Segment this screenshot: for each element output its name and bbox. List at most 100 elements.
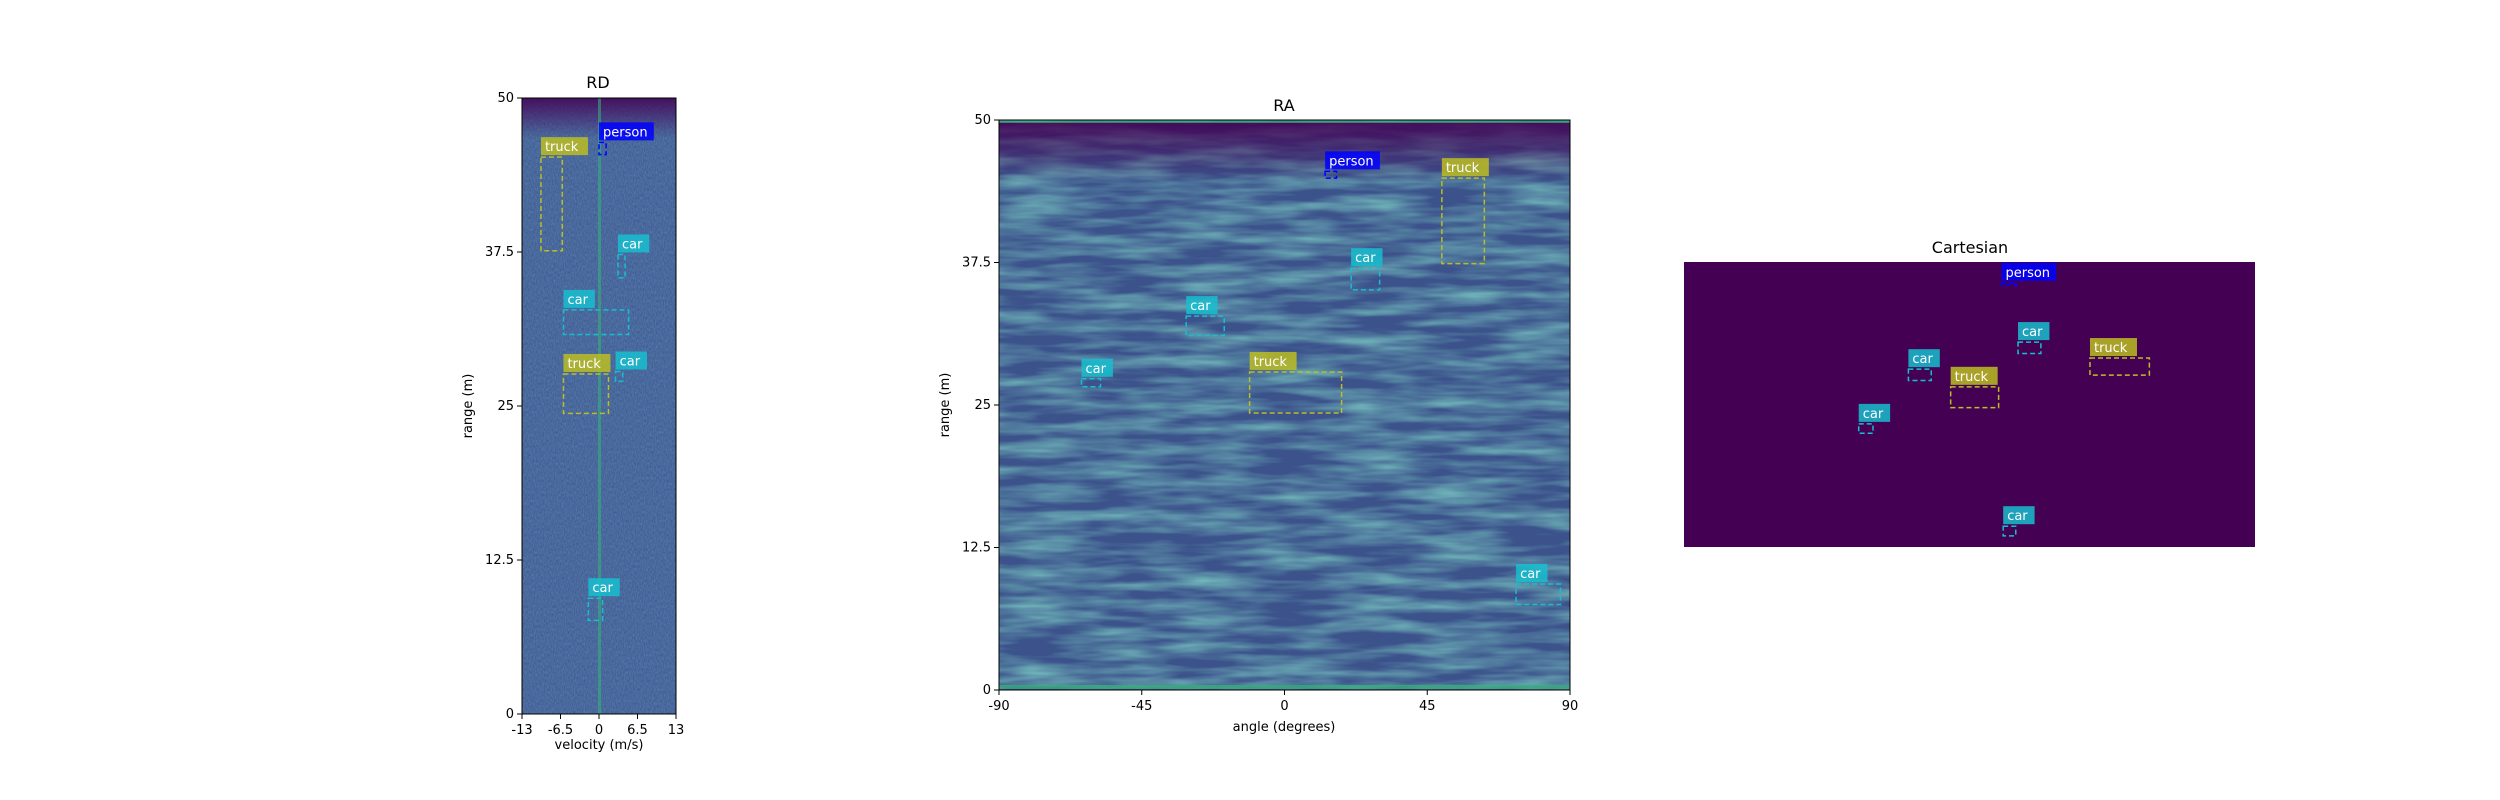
- rd-zero-velocity-line: [598, 98, 601, 714]
- car-bounding-box: [1857, 423, 1874, 435]
- cartesian-title: Cartesian: [1932, 238, 2008, 257]
- truck-label-background: [2089, 338, 2137, 357]
- ra-panel: RA -90 -45 0 45 90 0 12.5 25 37.5 50 angle (degr…: [938, 96, 1578, 735]
- car-label: car: [1520, 567, 1541, 582]
- car-label-background: [1186, 296, 1218, 315]
- y-tick-label: 37.5: [962, 256, 991, 271]
- car-label-background: [1081, 358, 1113, 377]
- truck-bounding-box: [540, 156, 564, 252]
- ra-title: RA: [1273, 96, 1294, 115]
- car-label-background: [2003, 506, 2035, 525]
- car-label-background: [2018, 322, 2050, 341]
- y-tick-label: 25: [497, 399, 514, 414]
- rd-y-ticks: 0 12.5 25 37.5 50: [485, 91, 522, 722]
- car-label: car: [1912, 352, 1933, 367]
- x-tick-label: 90: [1562, 699, 1579, 714]
- ra-y-ticks: 0 12.5 25 37.5 50: [962, 113, 999, 698]
- car-label-background: [1351, 248, 1383, 267]
- car-label: car: [1355, 251, 1376, 266]
- car-bounding-box: [2017, 341, 2042, 355]
- cartesian-panel: Cartesian person car truck car truck car car: [1684, 238, 2255, 547]
- ra-y-label: range (m): [938, 373, 953, 438]
- y-tick-label: 50: [497, 91, 514, 106]
- truck-label: truck: [1446, 161, 1480, 176]
- truck-bounding-box: [1949, 386, 2000, 409]
- car-label-background: [617, 234, 650, 253]
- ra-x-label: angle (degrees): [1233, 720, 1336, 735]
- car-bounding-box: [562, 309, 630, 336]
- car-label: car: [2022, 325, 2043, 340]
- truck-label: truck: [545, 140, 579, 155]
- ra-heatmap-top-edge: [999, 120, 1570, 123]
- x-tick-label: -90: [988, 699, 1009, 714]
- y-tick-label: 12.5: [962, 541, 991, 556]
- ra-heatmap-bottom-edge: [999, 685, 1570, 689]
- truck-label-background: [563, 353, 611, 372]
- y-tick-label: 37.5: [485, 245, 514, 260]
- x-tick-label: -13: [511, 723, 532, 738]
- x-tick-label: -6.5: [548, 723, 573, 738]
- person-label-background: [1325, 151, 1380, 170]
- truck-bounding-box: [562, 373, 610, 415]
- y-tick-label: 12.5: [485, 553, 514, 568]
- truck-label-background: [540, 137, 588, 156]
- person-label-background: [599, 122, 654, 141]
- car-label-background: [563, 289, 595, 308]
- person-bounding-box: [2000, 282, 2018, 286]
- x-tick-label: 13: [668, 723, 685, 738]
- cartesian-heatmap: [1684, 262, 2255, 547]
- ra-detections: person truck car car car truck car: [1080, 151, 1562, 606]
- car-label: car: [1863, 407, 1884, 422]
- person-bounding-box: [598, 141, 607, 156]
- person-bounding-box: [1324, 170, 1338, 179]
- car-label: car: [1085, 362, 1106, 377]
- y-tick-label: 25: [974, 398, 991, 413]
- truck-bounding-box: [1248, 371, 1343, 414]
- x-tick-label: 0: [1280, 699, 1288, 714]
- car-label: car: [567, 293, 588, 308]
- person-label: person: [2005, 266, 2050, 281]
- car-bounding-box: [2002, 525, 2017, 537]
- y-tick-label: 0: [506, 707, 514, 722]
- truck-label: truck: [1955, 370, 1989, 385]
- car-label-background: [1908, 349, 1940, 368]
- ra-x-ticks: -90 -45 0 45 90: [988, 690, 1578, 714]
- car-bounding-box: [1907, 368, 1932, 382]
- y-tick-label: 50: [974, 113, 991, 128]
- rd-x-label: velocity (m/s): [555, 738, 644, 753]
- rd-x-ticks: -13 -6.5 0 6.5 13: [511, 714, 684, 738]
- rd-title: RD: [586, 73, 609, 92]
- car-bounding-box: [614, 370, 624, 383]
- car-label: car: [1190, 299, 1211, 314]
- truck-label-background: [1950, 366, 1998, 385]
- rd-y-label: range (m): [461, 374, 476, 439]
- person-label-background: [2001, 262, 2057, 281]
- rd-panel: RD -13 -6.5 0 6.5 13 0 12.5 25 37.5 50 velocity …: [461, 73, 684, 753]
- car-label-background: [615, 351, 647, 370]
- car-bounding-box: [617, 253, 626, 279]
- car-bounding-box: [1350, 267, 1381, 291]
- car-label: car: [2007, 509, 2028, 524]
- truck-label-background: [1441, 158, 1489, 177]
- truck-label: truck: [1254, 355, 1288, 370]
- y-tick-label: 0: [983, 683, 991, 698]
- x-tick-label: 0: [595, 723, 603, 738]
- truck-bounding-box: [2089, 357, 2151, 376]
- x-tick-label: -45: [1131, 699, 1152, 714]
- x-tick-label: 6.5: [627, 723, 648, 738]
- car-bounding-box: [587, 597, 604, 622]
- ra-heatmap-noise: [999, 120, 1570, 690]
- person-label: person: [1329, 154, 1374, 169]
- cartesian-detections: person car truck car truck car car: [1857, 262, 2151, 537]
- car-label-background: [1516, 563, 1548, 582]
- car-label: car: [620, 355, 641, 370]
- truck-label: truck: [567, 357, 601, 372]
- person-label: person: [603, 125, 648, 140]
- truck-label-background: [1249, 351, 1297, 370]
- car-label-background: [588, 578, 620, 597]
- car-bounding-box: [1080, 378, 1102, 388]
- car-label: car: [592, 581, 613, 596]
- car-bounding-box: [1185, 315, 1225, 337]
- car-label: car: [622, 237, 643, 252]
